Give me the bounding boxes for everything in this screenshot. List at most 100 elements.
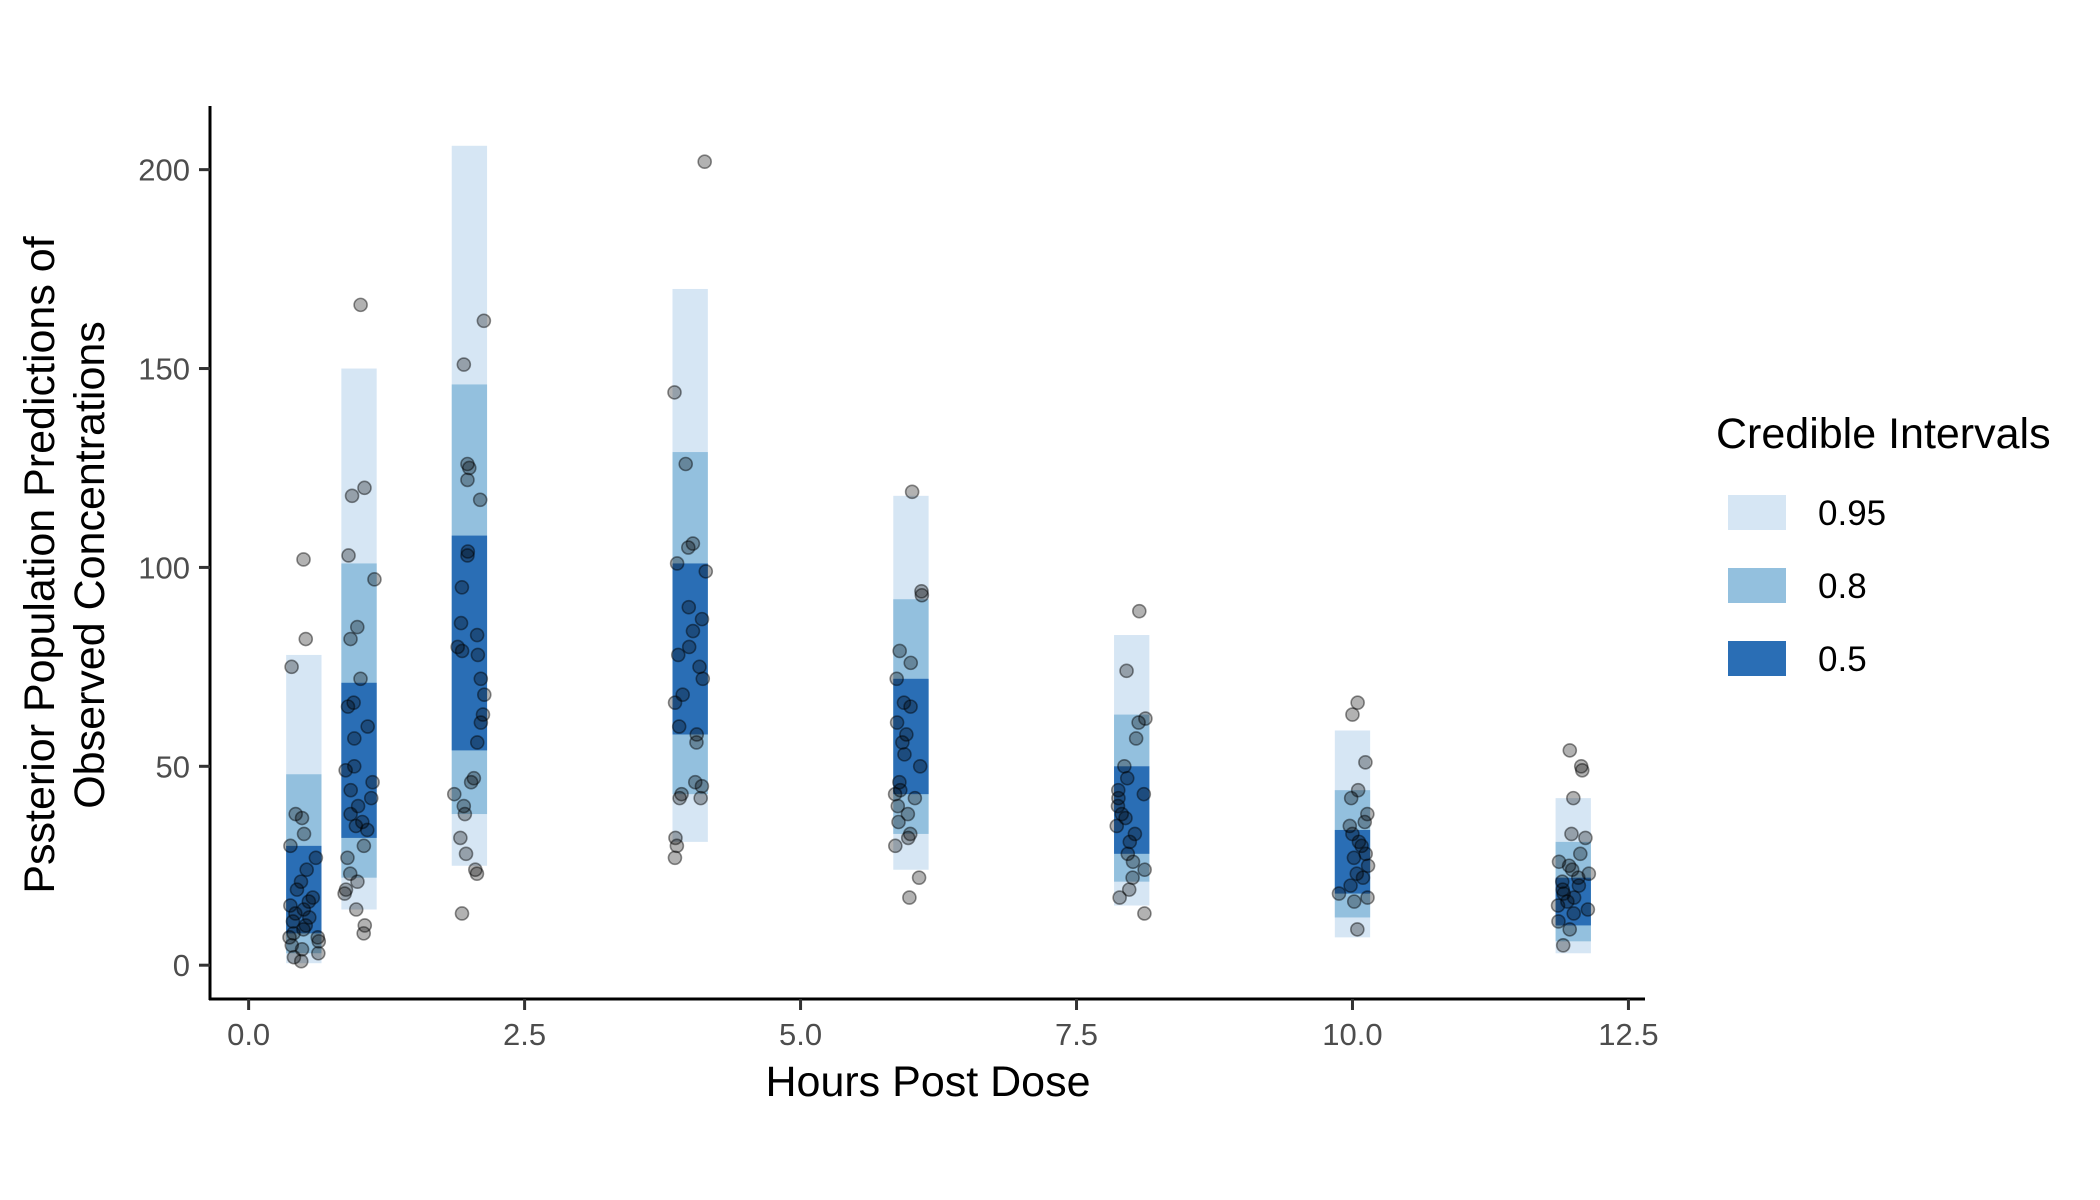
x-tick-label: 10.0 (1322, 1017, 1382, 1052)
legend-label-0.95: 0.95 (1818, 494, 1886, 533)
legend: Credible Intervals 0.950.80.5 (1716, 410, 2051, 679)
observation-point (902, 831, 915, 844)
legend-swatch-0.8 (1728, 568, 1786, 603)
observation-point (698, 155, 711, 168)
observation-point (668, 851, 681, 864)
observation-point (903, 891, 916, 904)
observation-point (904, 656, 917, 669)
observation-point (1572, 879, 1585, 892)
observation-point (1137, 788, 1150, 801)
y-tick-label: 0 (173, 948, 190, 983)
observation-point (896, 736, 909, 749)
observation-point (1126, 871, 1139, 884)
observation-point (694, 792, 707, 805)
observation-point (696, 672, 709, 685)
y-axis-title-line2: Observed Concentrations (66, 321, 114, 809)
observation-point (357, 927, 370, 940)
observation-point (460, 847, 473, 860)
observation-point (699, 565, 712, 578)
observation-point (1362, 859, 1375, 872)
observation-point (465, 776, 478, 789)
observation-point (914, 760, 927, 773)
observation-point (361, 720, 374, 733)
observation-point (1557, 939, 1570, 952)
observation-point (1113, 891, 1126, 904)
observation-point (1351, 696, 1364, 709)
observation-point (455, 617, 468, 630)
observation-point (351, 875, 364, 888)
observation-point (454, 831, 467, 844)
observation-point (284, 839, 297, 852)
legend-label-0.8: 0.8 (1818, 567, 1867, 606)
observation-point (1121, 772, 1134, 785)
observation-point (1348, 895, 1361, 908)
y-tick-label: 100 (138, 550, 190, 585)
observation-point (477, 314, 490, 327)
observation-point (461, 473, 474, 486)
observation-point (1126, 855, 1139, 868)
observation-point (458, 808, 471, 821)
y-axis-title-line1: Pssterior Population Predictions of (16, 235, 64, 893)
observation-point (344, 784, 357, 797)
observation-point (297, 553, 310, 566)
observation-point (358, 481, 371, 494)
observation-point (1120, 664, 1133, 677)
observation-point (1130, 732, 1143, 745)
observation-point (1345, 792, 1358, 805)
observation-point (471, 736, 484, 749)
observation-point (295, 955, 308, 968)
observation-point (672, 648, 685, 661)
observation-point (338, 887, 351, 900)
observation-point (1132, 716, 1145, 729)
observation-point (350, 903, 363, 916)
observation-point (456, 644, 469, 657)
observation-point (351, 621, 364, 634)
observation-point (1359, 756, 1372, 769)
observation-point (671, 557, 684, 570)
observation-point (296, 812, 309, 825)
observation-point (1347, 851, 1360, 864)
observation-point (1138, 907, 1151, 920)
observation-point (299, 633, 312, 646)
observation-point (1332, 887, 1345, 900)
observation-point (1581, 903, 1594, 916)
observation-point (474, 716, 487, 729)
y-axis-ticks: 0 50 100 150 200 (138, 153, 210, 984)
observation-point (668, 386, 681, 399)
observation-point (893, 644, 906, 657)
observation-point (890, 672, 903, 685)
observation-point (1552, 915, 1565, 928)
legend-label-0.5: 0.5 (1818, 640, 1867, 679)
observation-point (348, 732, 361, 745)
x-axis-title: Hours Post Dose (765, 1058, 1090, 1106)
observation-point (1344, 879, 1357, 892)
observation-point (889, 839, 902, 852)
observation-point (1565, 827, 1578, 840)
observation-point (285, 660, 298, 673)
observation-point (312, 935, 325, 948)
observation-point (344, 633, 357, 646)
observation-point (366, 776, 379, 789)
observation-point (1351, 923, 1364, 936)
x-tick-label: 5.0 (779, 1017, 822, 1052)
observation-point (1574, 847, 1587, 860)
observation-point (361, 823, 374, 836)
observation-point (342, 549, 355, 562)
observation-point (1576, 764, 1589, 777)
observation-point (346, 489, 359, 502)
observation-point (690, 736, 703, 749)
observation-point (1563, 923, 1576, 936)
observation-point (696, 613, 709, 626)
observation-point (673, 792, 686, 805)
observation-point (474, 493, 487, 506)
y-tick-label: 200 (138, 153, 190, 188)
observation-point (1118, 760, 1131, 773)
observation-point (686, 625, 699, 638)
observation-point (1133, 605, 1146, 618)
observation-point (908, 792, 921, 805)
observation-point (471, 648, 484, 661)
observation-point (478, 688, 491, 701)
observation-point (682, 541, 695, 554)
observation-point (354, 298, 367, 311)
